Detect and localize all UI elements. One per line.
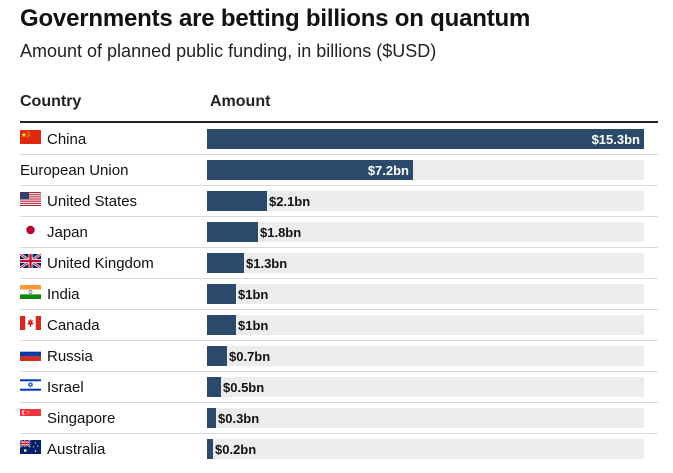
data-label: $0.7bn: [229, 349, 271, 364]
bar-row-united-kingdom: United Kingdom $1.3bn: [0, 248, 673, 279]
category-label: United States: [47, 193, 138, 210]
data-label: $7.2bn: [367, 163, 409, 178]
bar: [207, 222, 258, 242]
bar-row-india: India $1bn: [0, 279, 673, 310]
category-label: Israel: [47, 379, 84, 396]
data-label: $1.3bn: [246, 256, 288, 271]
flag-india-icon: [20, 285, 41, 299]
bar-track: $1bn: [207, 284, 644, 304]
data-label: $0.5bn: [223, 380, 265, 395]
bar-track: $0.2bn: [207, 439, 644, 459]
bar-track: $0.3bn: [207, 408, 644, 428]
bar-track: $1bn: [207, 315, 644, 335]
row-divider: [20, 371, 658, 372]
category-label: Canada: [47, 317, 100, 334]
flag-canada-icon: [20, 316, 41, 330]
category-label: United Kingdom: [47, 255, 154, 272]
flag-israel-icon: [20, 378, 41, 392]
flag-japan-icon: [20, 223, 41, 237]
flag-singapore-icon: [20, 409, 41, 423]
bar-track: $0.7bn: [207, 346, 644, 366]
bar: [207, 129, 644, 149]
bar: [207, 160, 413, 180]
data-label: $1bn: [238, 287, 269, 302]
bar-row-australia: Australia $0.2bn: [0, 434, 673, 465]
category-label: Singapore: [47, 410, 116, 427]
bar-track: $7.2bn: [207, 160, 644, 180]
bar-row-european-union: European Union $7.2bn: [0, 155, 673, 186]
bar: [207, 346, 227, 366]
bar-track: $15.3bn: [207, 129, 644, 149]
data-label: $15.3bn: [591, 132, 640, 147]
flag-china-icon: [20, 130, 41, 144]
category-label: India: [47, 286, 80, 303]
header-divider: [20, 121, 658, 123]
category-label: Australia: [47, 441, 106, 458]
column-header-country: Country: [20, 93, 82, 110]
category-label: China: [47, 131, 87, 148]
bar: [207, 408, 216, 428]
column-header-amount: Amount: [210, 93, 271, 110]
row-divider: [20, 340, 658, 341]
bar-row-israel: Israel $0.5bn: [0, 372, 673, 403]
category-label: Japan: [47, 224, 88, 241]
bar: [207, 315, 236, 335]
bar-track: $1.3bn: [207, 253, 644, 273]
data-label: $1.8bn: [260, 225, 302, 240]
category-label: European Union: [20, 162, 129, 179]
bar-row-china: China $15.3bn: [0, 124, 673, 155]
row-divider: [20, 216, 658, 217]
row-divider: [20, 402, 658, 403]
bar-row-singapore: Singapore $0.3bn: [0, 403, 673, 434]
bar-row-canada: Canada $1bn: [0, 310, 673, 341]
data-label: $0.3bn: [218, 411, 260, 426]
data-label: $1bn: [238, 318, 269, 333]
category-label: Russia: [47, 348, 93, 365]
bar-row-russia: Russia $0.7bn: [0, 341, 673, 372]
bar-track: $0.5bn: [207, 377, 644, 397]
flag-united-kingdom-icon: [19, 252, 42, 270]
data-label: $2.1bn: [269, 194, 311, 209]
chart-subtitle: Amount of planned public funding, in bil…: [20, 41, 437, 61]
bar: [207, 191, 267, 211]
row-divider: [20, 247, 658, 248]
data-label: $0.2bn: [215, 442, 257, 457]
chart-title: Governments are betting billions on quan…: [20, 5, 531, 32]
row-divider: [20, 309, 658, 310]
row-divider: [20, 185, 658, 186]
bar-row-united-states: United States $2.1bn: [0, 186, 673, 217]
bar: [207, 439, 213, 459]
row-divider: [20, 154, 658, 155]
row-divider: [20, 278, 658, 279]
row-divider: [20, 433, 658, 434]
bar-track: $1.8bn: [207, 222, 644, 242]
flag-russia-icon: [20, 347, 41, 361]
bar: [207, 377, 221, 397]
flag-australia-icon: [19, 439, 41, 454]
bar: [207, 253, 244, 273]
bar-row-japan: Japan $1.8bn: [0, 217, 673, 248]
bar-track: $2.1bn: [207, 191, 644, 211]
flag-united-states-icon: [20, 192, 41, 206]
bar: [207, 284, 236, 304]
